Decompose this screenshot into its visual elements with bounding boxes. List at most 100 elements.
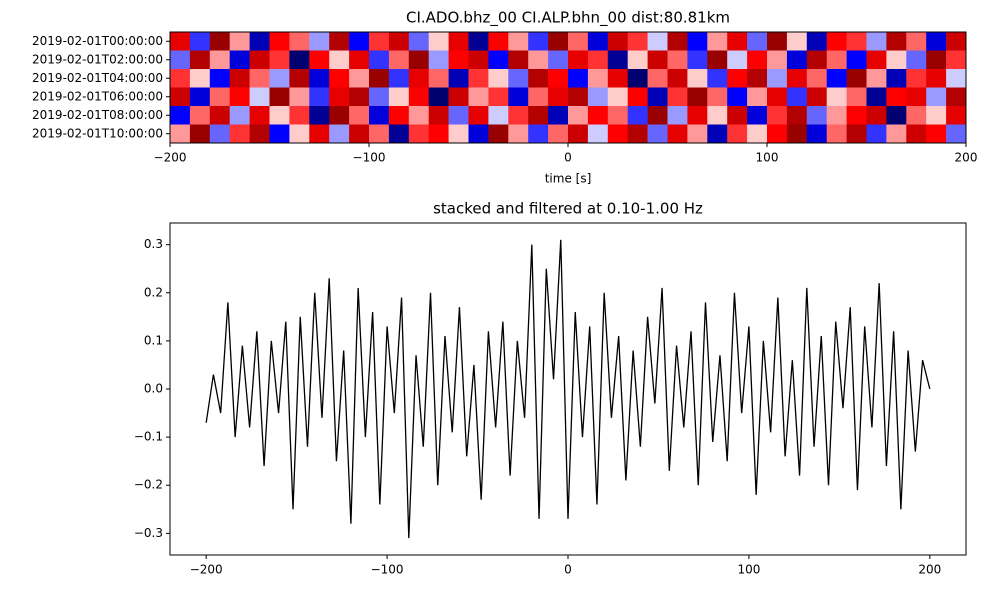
heatmap-cell — [349, 69, 370, 88]
heatmap-cell — [369, 50, 390, 70]
heatmap-cell — [528, 106, 549, 125]
chart-title: stacked and filtered at 0.10-1.00 Hz — [433, 200, 703, 218]
heatmap-cell — [229, 106, 250, 125]
heatmap-cell — [747, 32, 768, 51]
heatmap-cell — [548, 69, 569, 88]
heatmap-cell — [687, 50, 708, 70]
heatmap-cell — [727, 32, 748, 51]
heatmap-cell — [587, 124, 609, 144]
heatmap-cell — [846, 87, 867, 107]
y-tick-label: −0.2 — [134, 478, 163, 492]
heatmap-cell — [548, 87, 569, 107]
heatmap-cell — [229, 69, 250, 88]
heatmap — [170, 32, 967, 144]
heatmap-cell — [568, 69, 589, 88]
heatmap-cell — [587, 69, 609, 88]
heatmap-cell — [786, 124, 808, 144]
heatmap-cell — [369, 32, 390, 51]
heatmap-cell — [468, 106, 489, 125]
heatmap-cell — [488, 124, 509, 144]
heatmap-cell — [747, 50, 768, 70]
heatmap-cell — [369, 106, 390, 125]
heatmap-cell — [607, 32, 628, 51]
heatmap-cell — [388, 32, 410, 51]
heatmap-cell — [428, 69, 449, 88]
heatmap-cell — [627, 106, 648, 125]
y-tick-label: −0.1 — [134, 430, 163, 444]
heatmap-cell — [229, 32, 250, 51]
heatmap-cell — [607, 87, 628, 107]
heatmap-cell — [826, 87, 847, 107]
heatmap-cell — [528, 32, 549, 51]
heatmap-cell — [687, 69, 708, 88]
x-tick-label: −200 — [154, 151, 187, 165]
heatmap-cell — [428, 124, 449, 144]
x-tick-label: 0 — [564, 151, 572, 165]
y-tick-label: 2019-02-01T06:00:00 — [32, 89, 163, 103]
heatmap-cell — [309, 69, 330, 88]
heatmap-cell — [707, 32, 728, 51]
heatmap-cell — [508, 106, 529, 125]
heatmap-cell — [647, 87, 668, 107]
heatmap-cell — [786, 87, 808, 107]
heatmap-cell — [627, 69, 648, 88]
heatmap-cell — [349, 106, 370, 125]
heatmap-cell — [707, 124, 728, 144]
heatmap-cell — [309, 124, 330, 144]
heatmap-cell — [548, 106, 569, 125]
heatmap-cell — [209, 124, 230, 144]
heatmap-cell — [727, 69, 748, 88]
heatmap-cell — [309, 106, 330, 125]
heatmap-cell — [826, 32, 847, 51]
heatmap-cell — [488, 32, 509, 51]
heatmap-cell — [408, 106, 429, 125]
heatmap-cell — [289, 124, 310, 144]
heatmap-cell — [667, 124, 688, 144]
heatmap-cell — [767, 87, 788, 107]
heatmap-cell — [607, 69, 628, 88]
heatmap-cell — [667, 32, 688, 51]
heatmap-cell — [329, 106, 350, 125]
heatmap-cell — [548, 124, 569, 144]
chart-title: CI.ADO.bhz_00 CI.ALP.bhn_00 dist:80.81km — [406, 9, 730, 28]
heatmap-cell — [388, 124, 410, 144]
heatmap-cell — [488, 50, 509, 70]
heatmap-cell — [508, 32, 529, 51]
heatmap-cell — [329, 69, 350, 88]
heatmap-cell — [528, 87, 549, 107]
heatmap-cell — [428, 87, 449, 107]
heatmap-cell — [249, 69, 270, 88]
heatmap-cell — [647, 32, 668, 51]
heatmap-cell — [249, 124, 270, 144]
heatmap-cell — [727, 50, 748, 70]
heatmap-cell — [269, 106, 290, 125]
heatmap-cell — [229, 87, 250, 107]
heatmap-cell — [448, 69, 469, 88]
heatmap-cell — [946, 32, 967, 51]
heatmap-cell — [667, 87, 688, 107]
heatmap-cell — [647, 124, 668, 144]
heatmap-cell — [388, 69, 410, 88]
heatmap-cell — [448, 32, 469, 51]
heatmap-cell — [170, 32, 191, 51]
heatmap-cell — [309, 32, 330, 51]
heatmap-cell — [926, 87, 947, 107]
y-tick-label: 2019-02-01T08:00:00 — [32, 108, 163, 122]
heatmap-cell — [269, 50, 290, 70]
heatmap-cell — [866, 69, 887, 88]
heatmap-cell — [667, 106, 688, 125]
heatmap-cell — [468, 69, 489, 88]
heatmap-cell — [846, 32, 867, 51]
heatmap-cell — [468, 87, 489, 107]
heatmap-cell — [926, 69, 947, 88]
heatmap-cell — [568, 32, 589, 51]
heatmap-cell — [189, 87, 211, 107]
heatmap-cell — [249, 106, 270, 125]
heatmap-cell — [707, 87, 728, 107]
heatmap-cell — [209, 87, 230, 107]
heatmap-cell — [747, 87, 768, 107]
heatmap-cell — [189, 69, 211, 88]
heatmap-cell — [329, 32, 350, 51]
heatmap-cell — [587, 106, 609, 125]
heatmap-cell — [607, 106, 628, 125]
